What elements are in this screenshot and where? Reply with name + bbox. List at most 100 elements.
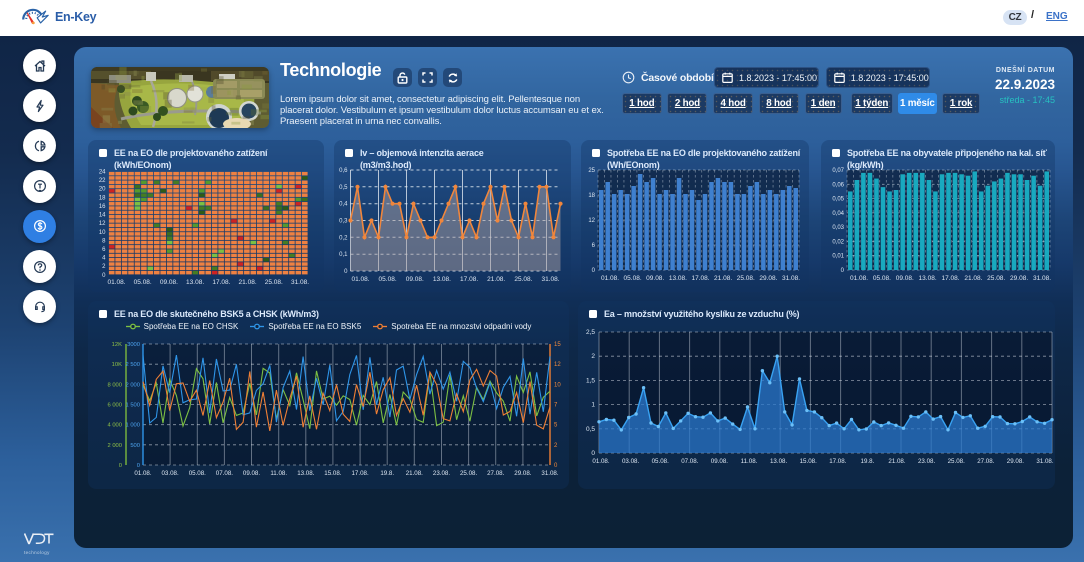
svg-text:05.08.: 05.08. (624, 275, 642, 282)
svg-text:31.08.: 31.08. (782, 275, 800, 282)
svg-text:0: 0 (137, 463, 140, 469)
svg-text:2: 2 (591, 353, 595, 360)
svg-text:29.08.: 29.08. (1010, 275, 1028, 282)
svg-text:31.08.: 31.08. (541, 276, 559, 283)
svg-text:25.08.: 25.08. (737, 275, 755, 282)
svg-text:17.08.: 17.08. (351, 470, 368, 477)
svg-text:23.08.: 23.08. (433, 470, 450, 477)
svg-text:12: 12 (588, 218, 595, 224)
svg-text:13.08.: 13.08. (297, 470, 314, 477)
svg-text:0,4: 0,4 (339, 202, 348, 208)
svg-text:0,07: 0,07 (832, 168, 844, 174)
svg-text:09.08.: 09.08. (646, 275, 664, 282)
svg-text:27.08.: 27.08. (977, 458, 994, 465)
svg-text:31.08.: 31.08. (541, 470, 558, 477)
svg-text:16: 16 (99, 204, 106, 210)
svg-text:21.08.: 21.08. (964, 275, 982, 282)
svg-text:10: 10 (99, 230, 106, 236)
svg-text:0,06: 0,06 (832, 182, 844, 188)
svg-text:12K: 12K (112, 342, 122, 348)
svg-text:5: 5 (554, 423, 558, 429)
svg-text:1: 1 (591, 402, 595, 409)
svg-text:29.08.: 29.08. (514, 470, 531, 477)
svg-text:8 000: 8 000 (107, 382, 122, 388)
svg-text:6 000: 6 000 (107, 403, 122, 409)
svg-text:31.08.: 31.08. (291, 279, 309, 286)
svg-text:20: 20 (99, 187, 106, 193)
svg-text:1 500: 1 500 (125, 403, 140, 409)
svg-text:8: 8 (102, 238, 106, 244)
svg-text:0,04: 0,04 (832, 211, 844, 217)
svg-text:7: 7 (554, 403, 558, 409)
svg-text:03.08.: 03.08. (161, 470, 178, 477)
svg-text:0,03: 0,03 (832, 225, 844, 231)
svg-text:0: 0 (591, 450, 595, 457)
svg-text:05.08.: 05.08. (652, 458, 669, 465)
svg-text:11.08.: 11.08. (270, 470, 287, 477)
svg-text:01.08.: 01.08. (592, 458, 609, 465)
svg-text:01.08.: 01.08. (134, 470, 151, 477)
svg-text:6: 6 (592, 243, 596, 249)
svg-text:05.08.: 05.08. (379, 276, 397, 283)
svg-text:0,2: 0,2 (339, 235, 348, 241)
svg-text:12: 12 (554, 362, 561, 368)
svg-text:09.08.: 09.08. (243, 470, 260, 477)
svg-text:2: 2 (554, 443, 558, 449)
svg-text:10K: 10K (112, 362, 122, 368)
svg-text:25: 25 (588, 168, 595, 174)
svg-text:07.08.: 07.08. (681, 458, 698, 465)
svg-text:01.08.: 01.08. (601, 275, 619, 282)
svg-text:14: 14 (99, 213, 106, 219)
svg-text:0,5: 0,5 (339, 185, 348, 191)
svg-text:0: 0 (102, 273, 106, 279)
svg-text:05.08.: 05.08. (873, 275, 891, 282)
svg-text:18: 18 (99, 195, 106, 201)
svg-text:4 000: 4 000 (107, 423, 122, 429)
svg-text:0,3: 0,3 (339, 219, 348, 225)
svg-text:0,02: 0,02 (832, 239, 844, 245)
svg-text:21.08.: 21.08. (239, 279, 257, 286)
svg-text:01.08.: 01.08. (850, 275, 868, 282)
svg-text:31.08.: 31.08. (1036, 458, 1053, 465)
svg-text:05.08.: 05.08. (189, 470, 206, 477)
svg-text:09.08.: 09.08. (406, 276, 424, 283)
svg-text:3000: 3000 (127, 342, 140, 348)
svg-text:13.08.: 13.08. (770, 458, 787, 465)
svg-text:0,05: 0,05 (832, 197, 844, 203)
svg-text:13.08.: 13.08. (669, 275, 687, 282)
svg-text:31.08.: 31.08. (1033, 275, 1051, 282)
svg-text:22: 22 (99, 178, 106, 184)
svg-text:25.08.: 25.08. (948, 458, 965, 465)
svg-text:0: 0 (554, 463, 558, 469)
svg-text:2 000: 2 000 (125, 382, 140, 388)
svg-text:0: 0 (841, 268, 845, 274)
svg-text:2: 2 (102, 264, 106, 270)
svg-text:19.8.: 19.8. (861, 458, 875, 465)
svg-text:0,6: 0,6 (339, 168, 348, 174)
svg-text:12: 12 (99, 221, 106, 227)
svg-text:0: 0 (592, 268, 596, 274)
svg-text:07.08.: 07.08. (216, 470, 233, 477)
svg-text:1 000: 1 000 (125, 423, 140, 429)
svg-text:03.08.: 03.08. (622, 458, 639, 465)
svg-text:1,5: 1,5 (586, 377, 595, 384)
svg-text:29.08.: 29.08. (1007, 458, 1024, 465)
svg-text:24: 24 (99, 170, 106, 176)
svg-text:09.08.: 09.08. (160, 279, 178, 286)
svg-text:2 500: 2 500 (125, 362, 140, 368)
svg-text:29.08.: 29.08. (759, 275, 777, 282)
svg-text:25.08.: 25.08. (460, 470, 477, 477)
svg-text:10: 10 (554, 382, 561, 388)
svg-text:19.8.: 19.8. (380, 470, 394, 477)
svg-text:0,5: 0,5 (586, 426, 595, 433)
svg-text:09.08.: 09.08. (711, 458, 728, 465)
svg-text:27.08.: 27.08. (487, 470, 504, 477)
svg-text:0: 0 (119, 463, 122, 469)
svg-text:21.08.: 21.08. (406, 470, 423, 477)
svg-text:0: 0 (344, 269, 348, 275)
svg-text:2 000: 2 000 (107, 443, 122, 449)
svg-text:13.08.: 13.08. (186, 279, 204, 286)
svg-text:4: 4 (102, 256, 106, 262)
svg-text:18: 18 (588, 193, 595, 199)
svg-text:01.08.: 01.08. (107, 279, 125, 286)
